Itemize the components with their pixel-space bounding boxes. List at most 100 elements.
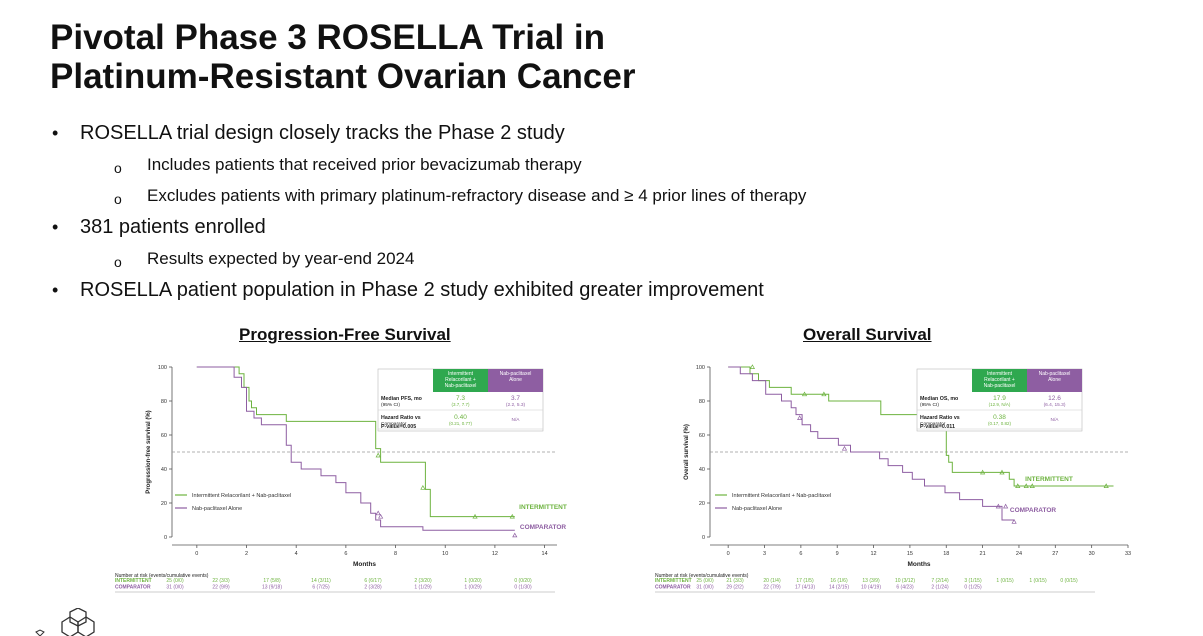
stats-value-intermittent: 7.3	[456, 395, 465, 402]
risk-cell: 2 (3/28)	[364, 585, 382, 591]
x-tick-label: 6	[344, 551, 347, 557]
censor-mark	[375, 510, 381, 516]
censor-mark	[472, 513, 478, 519]
stats-value-intermittent: 17.9	[993, 395, 1006, 402]
risk-cell: 17 (5/8)	[263, 578, 281, 584]
risk-cell: 13 (9/18)	[262, 585, 282, 591]
bullet-item: ROSELLA trial design closely tracks the …	[50, 119, 1170, 151]
censor-mark	[512, 532, 518, 538]
stats-ci-intermittent: (0.17, 0.82)	[988, 421, 1012, 426]
pfs-chart: 0 20 40 60 80 100 0 2 4 6 8 10 12 14 Months Progression…	[115, 365, 567, 593]
risk-cell: 6 (6/17)	[364, 578, 382, 584]
legend-label: Nab-paclitaxel Alone	[732, 506, 782, 512]
stats-pvalue: P-value=0.011	[920, 424, 955, 430]
y-tick-label: 20	[699, 501, 705, 507]
risk-table-heading: Number at risk (events/cumulative events…	[655, 573, 749, 579]
sub-bullet-item: Results expected by year-end 2024	[50, 245, 1170, 276]
y-tick-label: 0	[164, 535, 167, 541]
stats-row-sublabel: (95% CI)	[920, 402, 939, 408]
y-tick-label: 100	[696, 365, 705, 371]
x-tick-label: 14	[542, 551, 548, 557]
legend-label: Intermittent Relacorilant + Nab-paclitax…	[192, 493, 291, 499]
x-tick-label: 0	[727, 551, 730, 557]
censor-mark	[1029, 483, 1035, 488]
company-logo-icon	[35, 608, 95, 636]
x-tick-label: 4	[295, 551, 298, 557]
risk-cell: 1 (0/29)	[464, 585, 482, 591]
x-axis-label: Months	[353, 561, 376, 568]
risk-cell: 0 (1/25)	[964, 585, 982, 591]
x-tick-label: 12	[492, 551, 498, 557]
risk-cell: 22 (9/9)	[212, 585, 230, 591]
bullet-item: 381 patients enrolled	[50, 213, 1170, 245]
stats-ci-comparator: (6.4, 15.3)	[1044, 402, 1066, 408]
x-tick-label: 10	[442, 551, 448, 557]
censor-mark	[378, 513, 384, 519]
risk-cell: 6 (4/23)	[896, 585, 914, 591]
risk-row-label: INTERMITTENT	[115, 578, 152, 584]
risk-cell: 1 (0/15)	[996, 578, 1014, 584]
censor-mark	[797, 415, 803, 420]
stats-row-sublabel: (95% CI)	[381, 402, 400, 408]
censor-mark	[980, 469, 986, 475]
series-label-intermittent: INTERMITTENT	[1025, 476, 1073, 483]
risk-cell: 0 (1/30)	[514, 585, 532, 591]
stats-header-intermittent: Intermittent Relacorilant + Nab-paclitaxel	[445, 371, 477, 389]
stats-ci-intermittent: (12.9, N/A)	[989, 402, 1011, 407]
risk-cell: 14 (3/11)	[311, 578, 331, 584]
censor-mark	[1023, 483, 1029, 488]
censor-mark	[821, 391, 827, 397]
stats-header-intermittent-bg	[972, 369, 1027, 392]
stats-row-sublabel: Comparator	[920, 421, 946, 427]
bullet-list: ROSELLA trial design closely tracks the …	[50, 119, 1170, 308]
risk-cell: 22 (7/9)	[763, 585, 781, 591]
risk-cell: 25 (0/0)	[696, 578, 714, 584]
stats-value-comparator: 3.7	[511, 395, 520, 402]
censor-mark	[1003, 503, 1009, 509]
censor-mark	[801, 391, 808, 397]
y-tick-label: 0	[702, 535, 705, 541]
x-tick-label: 8	[394, 551, 397, 557]
risk-cell: 20 (1/4)	[763, 578, 781, 584]
risk-cell: 6 (7/25)	[312, 585, 330, 591]
risk-cell: 14 (2/15)	[829, 585, 849, 591]
x-tick-label: 21	[980, 551, 986, 557]
x-tick-label: 3	[763, 551, 766, 557]
x-tick-label: 24	[1016, 551, 1022, 557]
stats-header-comparator: Nab-paclitaxel Alone	[500, 371, 532, 383]
risk-cell: 21 (3/3)	[726, 578, 744, 584]
stats-value-intermittent: 0.40	[454, 414, 467, 421]
stats-header-intermittent-bg	[433, 369, 488, 392]
stats-header-comparator-bg	[1027, 369, 1082, 392]
x-tick-label: 12	[871, 551, 877, 557]
title-line-2: Platinum-Resistant Ovarian Cancer	[50, 57, 636, 96]
risk-cell: 13 (3/9)	[862, 578, 880, 584]
censor-mark	[1103, 483, 1109, 488]
censor-mark	[375, 452, 381, 458]
censor-mark	[749, 364, 756, 369]
stats-value-intermittent: 0.38	[993, 414, 1006, 421]
censor-mark	[995, 503, 1001, 509]
y-axis-label: Progression-free survival (%)	[146, 410, 152, 493]
x-tick-label: 27	[1052, 551, 1058, 557]
legend-label: Nab-paclitaxel Alone	[192, 506, 242, 512]
risk-cell: 17 (1/5)	[796, 578, 814, 584]
stats-ci-comparator: (2.2, 5.3)	[506, 402, 526, 408]
pfs-chart-title: Progression-Free Survival	[239, 325, 451, 344]
censor-mark	[509, 513, 515, 519]
x-tick-label: 30	[1089, 551, 1095, 557]
stats-ci-comparator: N/A	[1051, 417, 1060, 423]
y-axis-label: Overall survival (%)	[684, 424, 690, 480]
x-axis-label: Months	[907, 561, 930, 568]
risk-table-heading: Number at risk (events/cumulative events…	[115, 573, 209, 579]
risk-cell: 2 (1/24)	[931, 585, 949, 591]
stats-row-label: Median PFS, mo	[381, 396, 423, 402]
risk-cell: 0 (0/15)	[1060, 578, 1078, 584]
stats-header-intermittent: Intermittent Relacorilant + Nab-paclitaxel	[984, 371, 1016, 389]
risk-cell: 1 (0/15)	[1029, 578, 1047, 584]
risk-cell: 0 (0/20)	[514, 578, 532, 584]
risk-cell: 10 (3/12)	[895, 578, 915, 584]
risk-row-label: COMPARATOR	[115, 585, 151, 591]
y-tick-label: 60	[161, 433, 167, 439]
risk-cell: 3 (1/15)	[964, 578, 982, 584]
